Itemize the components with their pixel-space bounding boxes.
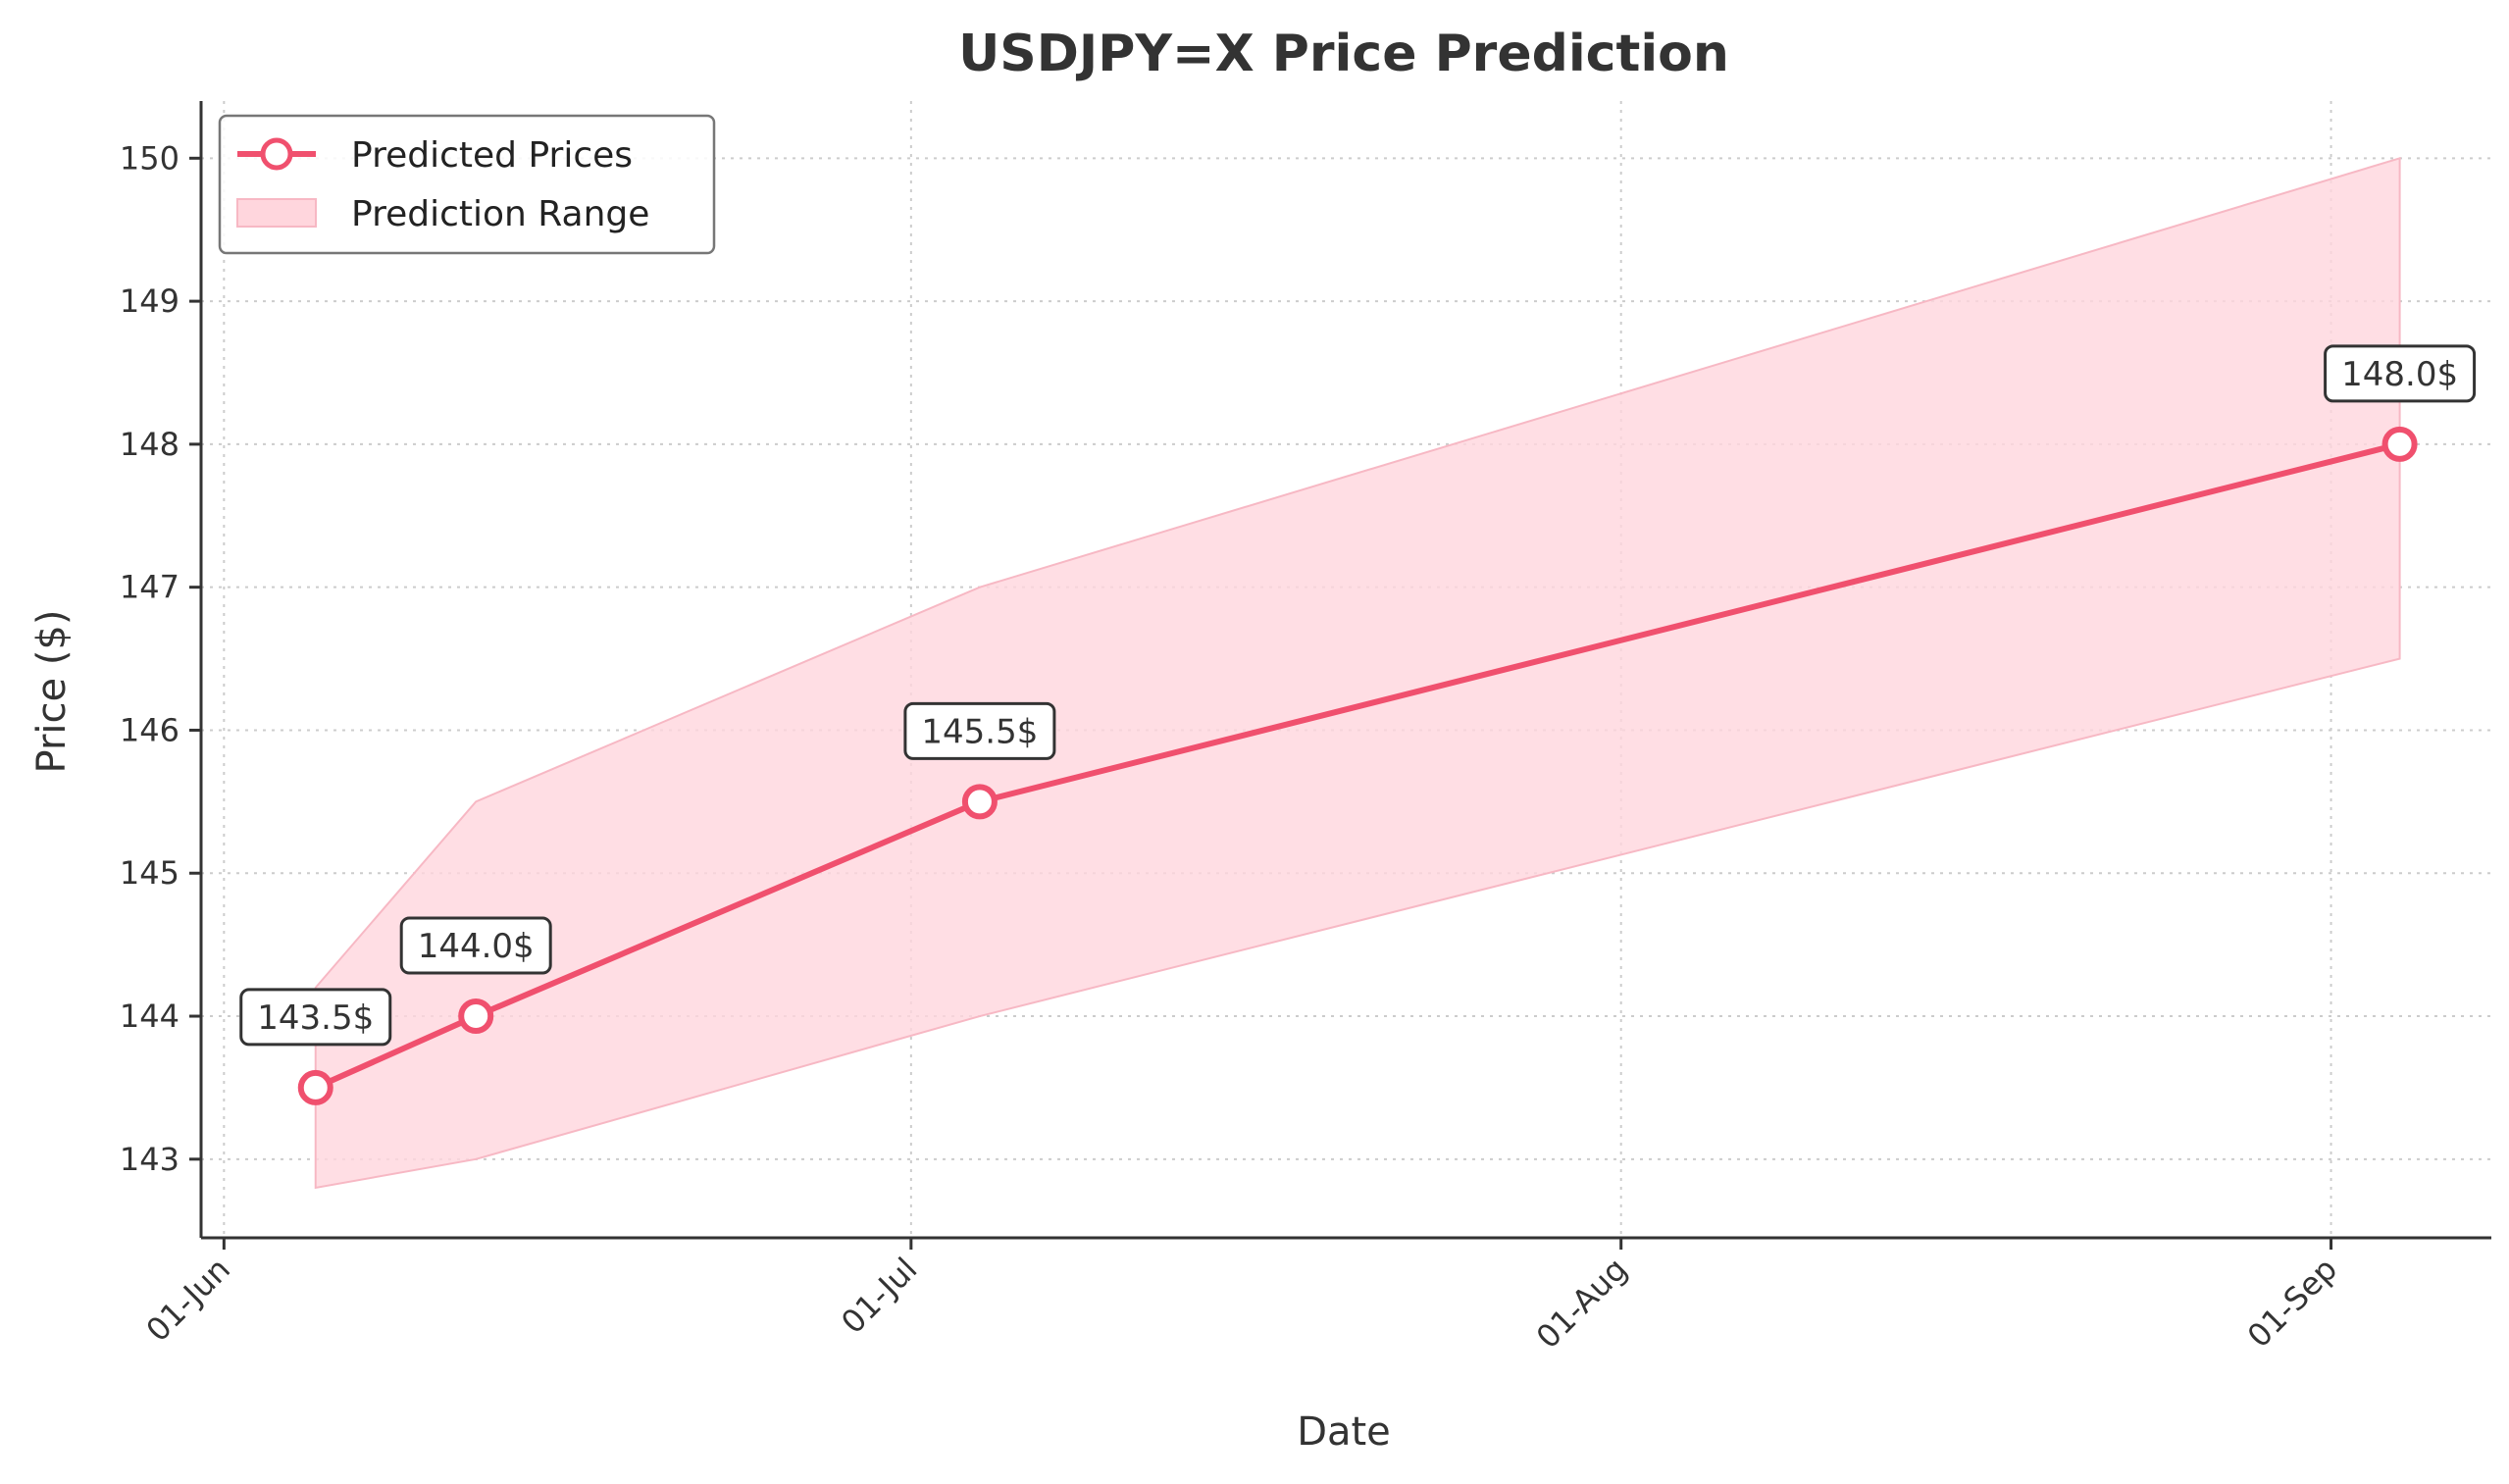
x-tick-label: 01-Aug [1529, 1251, 1635, 1356]
data-label-box [903, 701, 1056, 760]
y-tick-label: 149 [120, 282, 179, 320]
y-tick-label: 144 [120, 998, 179, 1035]
legend-marker-swatch [260, 137, 293, 171]
data-label: 144.0$ [418, 927, 535, 966]
legend: Predicted Prices Prediction Range [218, 114, 716, 255]
y-tick-label: 145 [120, 854, 179, 892]
y-tick-label: 143 [120, 1141, 179, 1178]
x-tick-label: 01-Jun [139, 1251, 237, 1349]
data-label-box [399, 916, 552, 975]
chart-title: USDJPY=X Price Prediction [958, 25, 1729, 83]
legend-label-predicted-prices: Predicted Prices [351, 135, 633, 176]
y-tick-label: 148 [120, 426, 179, 463]
data-points [297, 426, 2418, 1105]
legend-band-swatch [236, 198, 317, 228]
x-axis-label: Date [1297, 1409, 1391, 1455]
data-label: 143.5$ [257, 998, 374, 1038]
y-tick-label: 146 [120, 711, 179, 748]
data-point [961, 784, 998, 820]
y-axis-label: Price ($) [29, 610, 75, 774]
predicted-prices-line [314, 440, 2401, 1091]
x-tick-label: 01-Sep [2240, 1251, 2344, 1355]
data-label-box [2324, 344, 2477, 403]
prediction-range-band [314, 156, 2401, 1190]
x-tick-label: 01-Jul [834, 1251, 924, 1341]
data-label: 148.0$ [2341, 355, 2458, 394]
data-label-box [239, 988, 392, 1047]
axes [199, 101, 2491, 1240]
data-point [2381, 426, 2418, 462]
data-point [458, 998, 494, 1035]
data-point [297, 1069, 333, 1105]
y-tick-label: 147 [120, 569, 179, 606]
legend-frame [218, 114, 716, 255]
y-tick-label: 150 [120, 139, 179, 177]
legend-label-prediction-range: Prediction Range [351, 194, 649, 234]
data-label: 145.5$ [921, 712, 1038, 751]
data-labels: 143.5$ 144.0$ 145.5$ 148.0$ [239, 344, 2477, 1047]
